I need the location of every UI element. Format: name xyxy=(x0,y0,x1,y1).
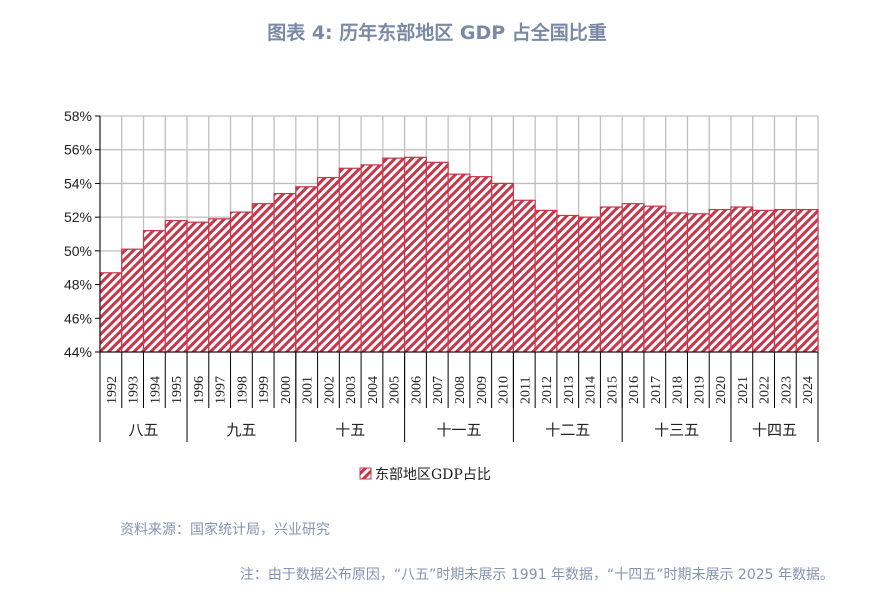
bar-2020 xyxy=(708,208,732,353)
bar-1996 xyxy=(186,221,210,353)
y-tick-label: 54% xyxy=(64,175,92,191)
source-text: 资料来源：国家统计局，兴业研究 xyxy=(120,522,330,538)
x-tick-label: 2018 xyxy=(671,376,686,404)
bar-1992 xyxy=(99,272,123,353)
bar-2018 xyxy=(665,212,689,353)
x-tick-label: 2014 xyxy=(584,376,599,404)
x-tick-label: 2013 xyxy=(562,376,577,404)
x-tick-label: 1994 xyxy=(148,376,163,404)
bar-1999 xyxy=(251,203,275,353)
bar-2013 xyxy=(556,214,580,353)
bar-2005 xyxy=(382,157,406,353)
x-tick-label: 2007 xyxy=(431,376,446,404)
bar-1998 xyxy=(229,211,253,353)
x-tick-label: 2001 xyxy=(301,376,316,404)
bar-2022 xyxy=(752,209,776,353)
bar-2008 xyxy=(447,173,471,353)
x-tick-label: 1995 xyxy=(170,376,185,404)
x-tick-label: 2004 xyxy=(366,376,381,404)
bar-2004 xyxy=(360,164,384,353)
bar-2019 xyxy=(686,213,710,353)
x-tick-label: 2012 xyxy=(540,376,555,404)
group-label: 九五 xyxy=(226,421,256,439)
group-label: 十二五 xyxy=(545,421,590,439)
x-tick-label: 1998 xyxy=(235,376,250,404)
y-tick-label: 44% xyxy=(64,344,92,360)
group-label: 十五 xyxy=(335,421,365,439)
x-tick-label: 2005 xyxy=(388,376,403,404)
x-tick-label: 1996 xyxy=(192,376,207,404)
x-tick-label: 2023 xyxy=(779,376,794,404)
bar-2023 xyxy=(773,208,797,353)
y-tick-label: 52% xyxy=(64,209,92,225)
x-tick-label: 2024 xyxy=(801,376,816,404)
bar-2016 xyxy=(621,203,645,353)
y-tick-label: 48% xyxy=(64,277,92,293)
group-label: 十四五 xyxy=(752,421,797,439)
bar-2012 xyxy=(534,209,558,353)
x-tick-label: 2006 xyxy=(409,376,424,404)
x-tick-label: 2017 xyxy=(649,376,664,404)
bar-2009 xyxy=(469,176,493,353)
group-label: 十三五 xyxy=(654,421,699,439)
bar-1994 xyxy=(142,230,166,353)
x-tick-label: 2019 xyxy=(692,376,707,404)
x-tick-label: 1999 xyxy=(257,376,272,404)
x-tick-label: 2020 xyxy=(714,376,729,404)
x-tick-label: 2009 xyxy=(475,376,490,404)
bar-2010 xyxy=(491,182,514,353)
x-tick-label: 2008 xyxy=(453,376,468,404)
x-tick-label: 2002 xyxy=(322,376,337,404)
bar-2014 xyxy=(578,216,602,353)
x-tick-label: 2003 xyxy=(344,376,359,404)
bar-2007 xyxy=(425,161,449,353)
x-tick-label: 2011 xyxy=(518,377,533,404)
x-tick-label: 1992 xyxy=(105,376,120,404)
legend: 东部地区GDP占比 xyxy=(359,467,491,483)
y-tick-label: 46% xyxy=(64,310,92,326)
x-tick-label: 2021 xyxy=(736,376,751,404)
bar-2017 xyxy=(643,205,667,353)
x-tick-label: 2022 xyxy=(758,376,773,404)
chart-title: 图表 4: 历年东部地区 GDP 占全国比重 xyxy=(267,22,607,44)
legend-label: 东部地区GDP占比 xyxy=(375,467,491,483)
bar-2000 xyxy=(273,192,297,353)
bar-2001 xyxy=(295,186,319,353)
bar-2002 xyxy=(316,176,340,353)
group-label: 八五 xyxy=(129,421,159,439)
x-tick-label: 2000 xyxy=(279,376,294,404)
legend-swatch xyxy=(359,467,372,480)
y-tick-label: 58% xyxy=(64,108,92,124)
bar-2021 xyxy=(730,206,754,353)
y-tick-label: 56% xyxy=(64,142,92,158)
bar-1997 xyxy=(208,218,232,353)
x-tick-label: 1997 xyxy=(214,376,229,404)
group-label: 十一五 xyxy=(436,421,481,439)
bar-2015 xyxy=(599,206,623,353)
x-tick-label: 2015 xyxy=(605,376,620,404)
bar-2024 xyxy=(795,208,819,353)
bar-2006 xyxy=(404,156,427,353)
x-tick-label: 2016 xyxy=(627,376,642,404)
x-tick-label: 2010 xyxy=(497,376,512,404)
x-tick-label: 1993 xyxy=(127,376,142,404)
bar-1993 xyxy=(121,248,145,353)
footnote: 注：由于数据公布原因，“八五”时期未展示 1991 年数据，“十四五”时期未展示… xyxy=(239,567,834,583)
bar-2011 xyxy=(512,199,536,353)
y-tick-label: 50% xyxy=(64,243,92,259)
bar-2003 xyxy=(338,167,362,353)
bar-1995 xyxy=(164,219,188,353)
